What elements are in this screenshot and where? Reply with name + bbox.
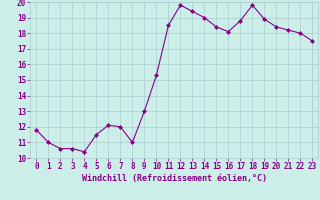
X-axis label: Windchill (Refroidissement éolien,°C): Windchill (Refroidissement éolien,°C)	[82, 174, 267, 183]
